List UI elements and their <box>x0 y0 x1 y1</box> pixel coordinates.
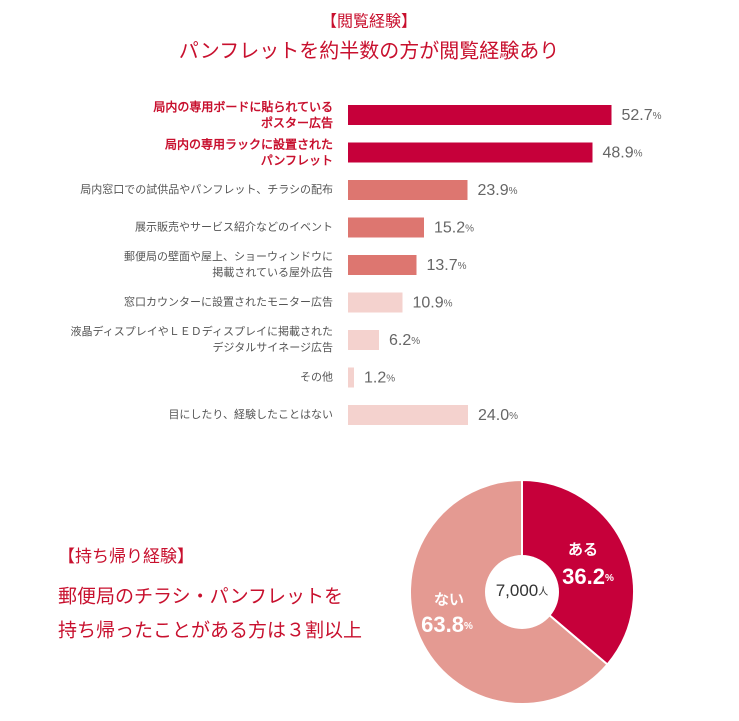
value-label: 13.7% <box>427 257 467 274</box>
pie-slice <box>521 478 635 666</box>
value-label: 15.2% <box>434 220 474 237</box>
category-label: 展示販売やサービス紹介などのイベント <box>135 221 333 234</box>
bar <box>348 217 424 238</box>
pie-title: 【持ち帰り経験】 <box>58 547 194 567</box>
category-label: 目にしたり、経験したことはない <box>168 407 333 421</box>
value-label: 48.9% <box>603 145 643 162</box>
pie-subtitle: 郵便局のチラシ・パンフレットを <box>58 586 343 608</box>
value-label: 23.9% <box>478 182 518 199</box>
value-label: 10.9% <box>413 295 453 312</box>
category-label: 局内窓口での試供品やパンフレット、チラシの配布 <box>80 182 333 196</box>
chart-title: 【閲覧経験】 <box>321 12 417 31</box>
category-label: 郵便局の壁面や屋上、ショーウィンドウに掲載されている屋外広告 <box>124 249 333 279</box>
bar <box>348 105 612 125</box>
pie-subtitle: 持ち帰ったことがある方は３割以上 <box>58 620 362 642</box>
category-label: 局内の専用ラックに設置されたパンフレット <box>165 136 333 167</box>
center-label: 7,000人 <box>496 581 549 600</box>
slice-name: ある <box>568 541 598 559</box>
slice-value: 36.2% <box>562 564 614 589</box>
bar <box>348 330 379 350</box>
slice-value: 63.8% <box>421 612 473 637</box>
value-label: 6.2% <box>389 332 420 349</box>
bar <box>348 180 468 200</box>
bar <box>348 405 468 425</box>
category-label: その他 <box>300 371 333 384</box>
value-label: 52.7% <box>622 107 662 124</box>
bar <box>348 255 417 275</box>
value-label: 24.0% <box>478 407 518 424</box>
bar <box>348 292 403 313</box>
chart-subtitle: パンフレットを約半数の方が閲覧経験あり <box>179 39 559 63</box>
category-label: 窓口カウンターに設置されたモニター広告 <box>124 295 333 309</box>
bar <box>348 367 354 388</box>
donut-hole <box>485 555 559 629</box>
category-label: 液晶ディスプレイやＬＥＤディスプレイに掲載されたデジタルサイネージ広告 <box>71 324 333 354</box>
category-label: 局内の専用ボードに貼られているポスター広告 <box>153 99 333 130</box>
bar <box>348 142 593 163</box>
slice-name: ない <box>434 591 464 609</box>
value-label: 1.2% <box>364 370 395 387</box>
